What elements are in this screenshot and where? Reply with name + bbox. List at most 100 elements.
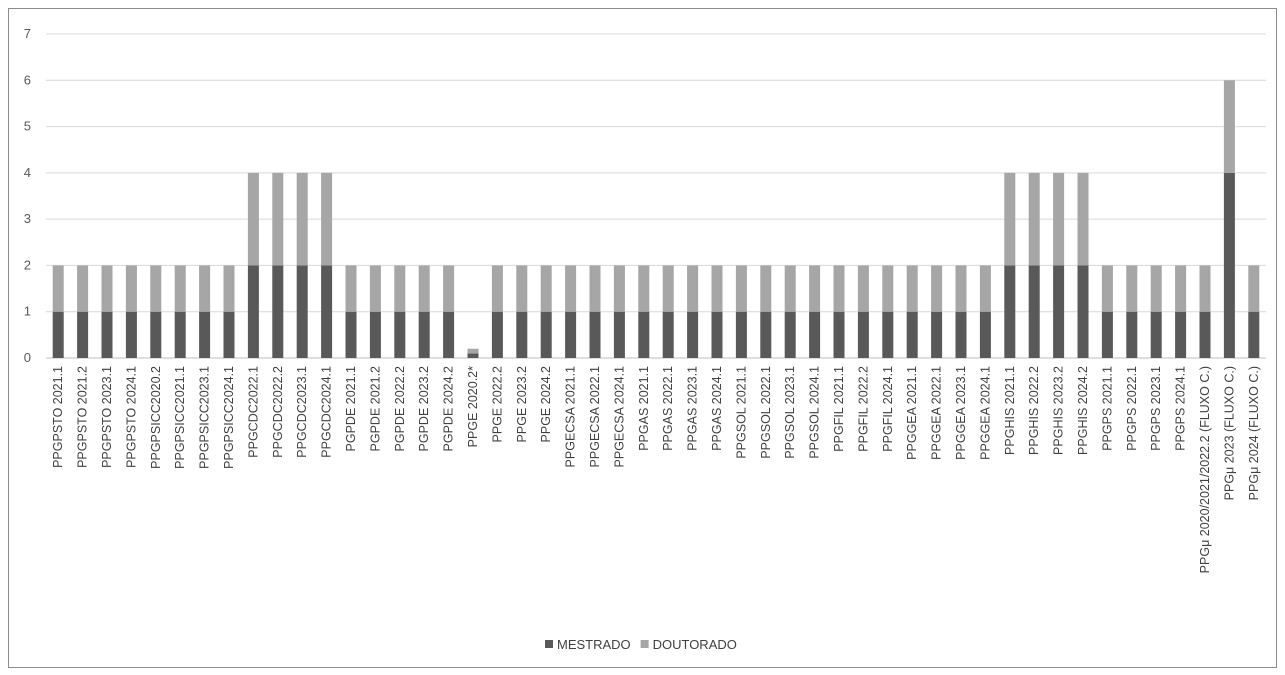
bar-doutorado xyxy=(809,265,821,312)
bar-mestrado xyxy=(589,311,601,358)
bar-doutorado xyxy=(589,265,601,312)
x-tick-label: PPGECSA 2022.1 xyxy=(588,366,602,468)
bar-doutorado xyxy=(1077,172,1089,266)
x-tick-label: PPGE 2022.2 xyxy=(490,366,504,442)
y-tick-label: 3 xyxy=(24,211,31,226)
x-tick-label: PPGHIS 2022.2 xyxy=(1027,366,1041,455)
bar-doutorado xyxy=(833,265,845,312)
bar-doutorado xyxy=(1199,265,1211,312)
bar-doutorado xyxy=(101,265,113,312)
y-tick-label: 0 xyxy=(24,350,31,365)
bar-doutorado xyxy=(1101,265,1113,312)
bar-mestrado xyxy=(1126,311,1138,358)
bar-mestrado xyxy=(1248,311,1260,358)
bar-mestrado xyxy=(1028,265,1040,358)
x-tick-label: PPGECSA 2021.1 xyxy=(564,366,578,468)
bar-doutorado xyxy=(760,265,772,312)
x-tick-label: PPGPSTO 2021.2 xyxy=(76,366,90,468)
x-tick-label: PPGPS 2023.1 xyxy=(1149,366,1163,451)
x-tick-label: PPGAS 2024.1 xyxy=(710,366,724,451)
x-tick-label: PGPDE 2021.1 xyxy=(344,366,358,452)
x-tick-label: PPGAS 2023.1 xyxy=(686,366,700,451)
bar-mestrado xyxy=(613,311,625,358)
x-tick-label: PPGSOL 2023.1 xyxy=(783,366,797,459)
bar-mestrado xyxy=(906,311,918,358)
bar-doutorado xyxy=(1004,172,1016,266)
bar-mestrado xyxy=(516,311,528,358)
x-tick-label: PGPDE 2024.2 xyxy=(442,366,456,452)
x-tick-label: PGPDE 2022.2 xyxy=(393,366,407,452)
x-tick-label: PPGE 2024.2 xyxy=(539,366,553,442)
x-tick-label: PPGECSA 2024.1 xyxy=(612,366,626,468)
x-tick-label: PPGHIS 2021.1 xyxy=(1003,366,1017,455)
bar-doutorado xyxy=(369,265,381,312)
bar-doutorado xyxy=(272,172,284,266)
x-tick-label: PPGμ 2023 (FLUXO C.) xyxy=(1222,366,1236,500)
bar-mestrado xyxy=(491,311,503,358)
x-tick-label: PPGE 2023.2 xyxy=(515,366,529,442)
bar-doutorado xyxy=(1223,80,1235,173)
bar-doutorado xyxy=(711,265,723,312)
bar-mestrado xyxy=(1223,172,1235,358)
x-tick-label: PPGPSTO 2024.1 xyxy=(124,366,138,468)
bar-doutorado xyxy=(321,172,333,266)
bar-doutorado xyxy=(52,265,64,312)
bar-mestrado xyxy=(979,311,991,358)
x-tick-label: PGPDE 2021.2 xyxy=(368,366,382,452)
y-tick-label: 2 xyxy=(24,257,31,272)
y-tick-label: 4 xyxy=(24,165,31,180)
bar-doutorado xyxy=(1175,265,1187,312)
bar-doutorado xyxy=(443,265,455,312)
y-tick-label: 6 xyxy=(24,72,31,87)
bar-doutorado xyxy=(1150,265,1162,312)
x-tick-label: PPGPSICC2021.1 xyxy=(173,366,187,469)
bar-doutorado xyxy=(1028,172,1040,266)
bar-mestrado xyxy=(1077,265,1089,358)
x-tick-label: PPGCDC2022.2 xyxy=(271,366,285,458)
x-tick-label: PGPDE 2023.2 xyxy=(417,366,431,452)
bar-doutorado xyxy=(906,265,918,312)
bar-mestrado xyxy=(125,311,137,358)
x-tick-label: PPGGEA 2021.1 xyxy=(905,366,919,460)
x-tick-label: PPGFIL 2024.1 xyxy=(881,366,895,452)
x-tick-label: PPGAS 2021.1 xyxy=(637,366,651,451)
bar-doutorado xyxy=(199,265,211,312)
y-axis-ticks: 0 1 2 3 4 5 6 7 xyxy=(24,26,31,365)
bar-mestrado xyxy=(174,311,186,358)
bar-doutorado xyxy=(1126,265,1138,312)
bar-doutorado xyxy=(345,265,357,312)
bar-mestrado xyxy=(565,311,577,358)
x-tick-label: PPGSOL 2024.1 xyxy=(808,366,822,459)
bar-mestrado xyxy=(687,311,699,358)
bar-mestrado xyxy=(369,311,381,358)
y-tick-label: 5 xyxy=(24,119,31,134)
bar-mestrado xyxy=(345,311,357,358)
bar-mestrado xyxy=(223,311,235,358)
bar-mestrado xyxy=(857,311,869,358)
bar-mestrado xyxy=(662,311,674,358)
x-tick-label: PPGFIL 2021.1 xyxy=(832,366,846,452)
bar-mestrado xyxy=(833,311,845,358)
x-tick-label: PPGHIS 2023.2 xyxy=(1052,366,1066,455)
bar-doutorado xyxy=(394,265,406,312)
x-tick-label: PPGPS 2021.1 xyxy=(1100,366,1114,451)
bar-mestrado xyxy=(1175,311,1187,358)
bar-doutorado xyxy=(174,265,186,312)
y-tick-label: 7 xyxy=(24,26,31,41)
bar-mestrado xyxy=(296,265,308,358)
bar-mestrado xyxy=(1150,311,1162,358)
bar-doutorado xyxy=(125,265,137,312)
bar-doutorado xyxy=(979,265,991,312)
bar-doutorado xyxy=(247,172,259,266)
bar-doutorado xyxy=(638,265,650,312)
bar-doutorado xyxy=(540,265,552,312)
bar-mestrado xyxy=(418,311,430,358)
x-tick-label: PPGPSICC2023.1 xyxy=(198,366,212,469)
x-tick-label: PPGAS 2022.1 xyxy=(661,366,675,451)
bar-doutorado xyxy=(565,265,577,312)
bar-doutorado xyxy=(516,265,528,312)
bar-doutorado xyxy=(735,265,747,312)
bar-doutorado xyxy=(882,265,894,312)
bar-mestrado xyxy=(1101,311,1113,358)
